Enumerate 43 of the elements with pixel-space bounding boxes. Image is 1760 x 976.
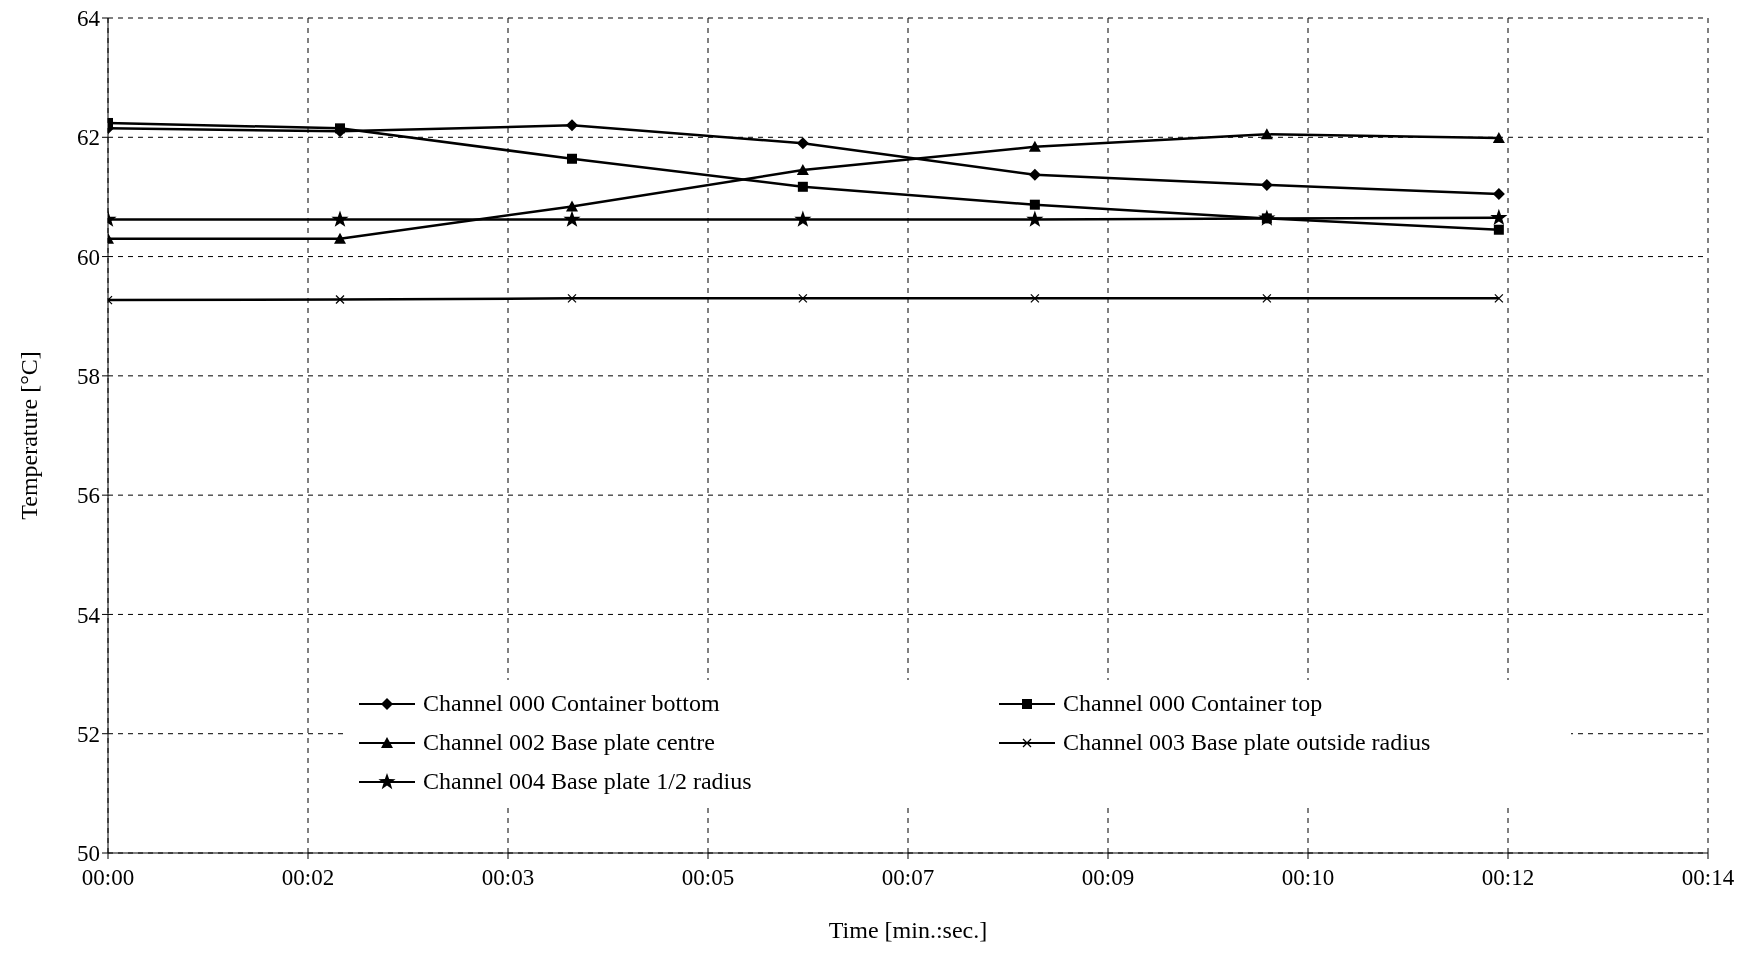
point [796, 164, 809, 176]
x-axis-title: Time [min.:sec.] [828, 917, 988, 943]
point [1492, 131, 1505, 143]
y-tick-label: 60 [77, 244, 100, 270]
x-tick-label: 00:09 [1081, 865, 1135, 891]
point [1260, 128, 1273, 140]
x-tick-label: 00:00 [81, 865, 135, 891]
legend-label: Channel 003 Base plate outside radius [1063, 729, 1431, 756]
point [335, 123, 345, 134]
point [331, 210, 349, 227]
y-axis-title: Temperature [°C] [15, 351, 42, 520]
x-tick-label: 00:03 [481, 865, 535, 891]
y-tick-label: 52 [77, 721, 100, 747]
y-tick-label: 54 [77, 602, 101, 628]
x-tick-label: 00:10 [1281, 865, 1335, 891]
y-tick-label: 62 [77, 125, 100, 151]
point [1028, 140, 1041, 152]
point [1029, 199, 1040, 210]
x-tick-label: 00:02 [281, 865, 335, 891]
y-tick-label: 50 [77, 841, 100, 867]
point [797, 181, 808, 192]
y-tick-label: 64 [77, 6, 101, 32]
point [1493, 224, 1504, 235]
point [566, 200, 578, 212]
point [567, 153, 577, 164]
point [1490, 208, 1508, 226]
legend-label: Channel 000 Container top [1063, 690, 1323, 717]
x-tick-label: 00:12 [1481, 865, 1535, 891]
x-tick-label: 00:05 [681, 865, 735, 891]
x-tick-label: 00:07 [881, 865, 935, 891]
point [563, 210, 581, 227]
point [1026, 210, 1044, 227]
legend-label: Channel 000 Container bottom [423, 690, 720, 717]
point [794, 210, 812, 227]
x-tick-label: 00:14 [1681, 865, 1735, 891]
point [1028, 168, 1041, 181]
y-tick-label: 58 [77, 364, 100, 390]
y-tick-label: 56 [77, 483, 100, 509]
point [334, 232, 346, 244]
point [796, 137, 809, 150]
legend-label: Channel 004 Base plate 1/2 radius [423, 768, 752, 795]
point [566, 119, 578, 132]
legend-label: Channel 002 Base plate centre [423, 729, 715, 756]
